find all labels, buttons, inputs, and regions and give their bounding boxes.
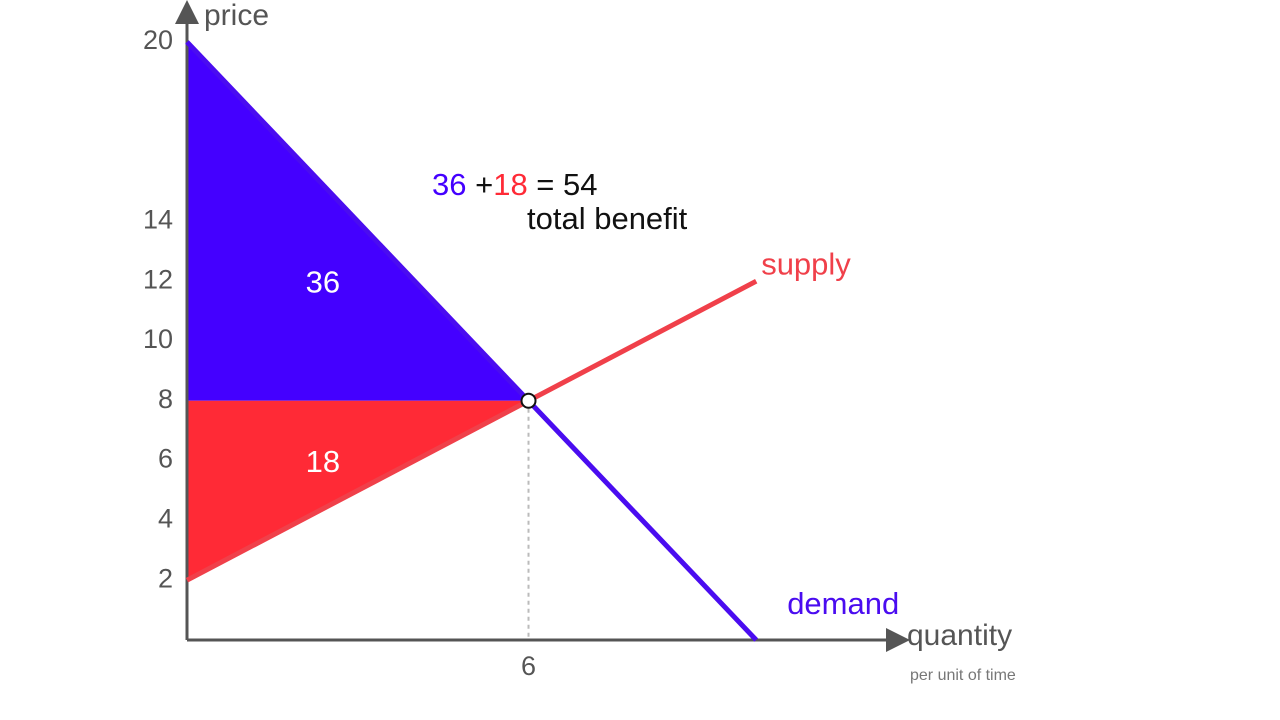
equation-part: 18	[493, 167, 527, 202]
y-axis-label: price	[204, 0, 269, 32]
series-label: supply	[761, 246, 851, 281]
equation-part: +	[466, 167, 493, 202]
y-tick-label: 4	[158, 504, 173, 534]
y-tick-label: 14	[143, 204, 173, 234]
equilibrium-point	[520, 392, 537, 409]
series-line	[185, 278, 758, 583]
y-tick-label: 6	[158, 444, 173, 474]
equation-caption: total benefit	[527, 201, 688, 236]
equation: 36 +18 = 54	[432, 167, 598, 202]
y-tick-label: 12	[143, 264, 173, 294]
y-tick-label: 8	[158, 384, 173, 414]
x-tick-label: 6	[521, 651, 536, 681]
y-tick-label: 10	[143, 324, 173, 354]
series-label: demand	[787, 586, 899, 621]
area-label: 36	[306, 264, 340, 299]
series-line	[185, 40, 759, 642]
y-tick-label: 20	[143, 25, 173, 55]
y-tick-label: 2	[158, 563, 173, 593]
equation-part: 36	[432, 167, 466, 202]
x-axis-label: quantity	[907, 619, 1012, 652]
x-axis-sublabel: per unit of time	[910, 667, 1016, 684]
area-label: 18	[306, 444, 340, 479]
equation-part: = 54	[528, 167, 598, 202]
